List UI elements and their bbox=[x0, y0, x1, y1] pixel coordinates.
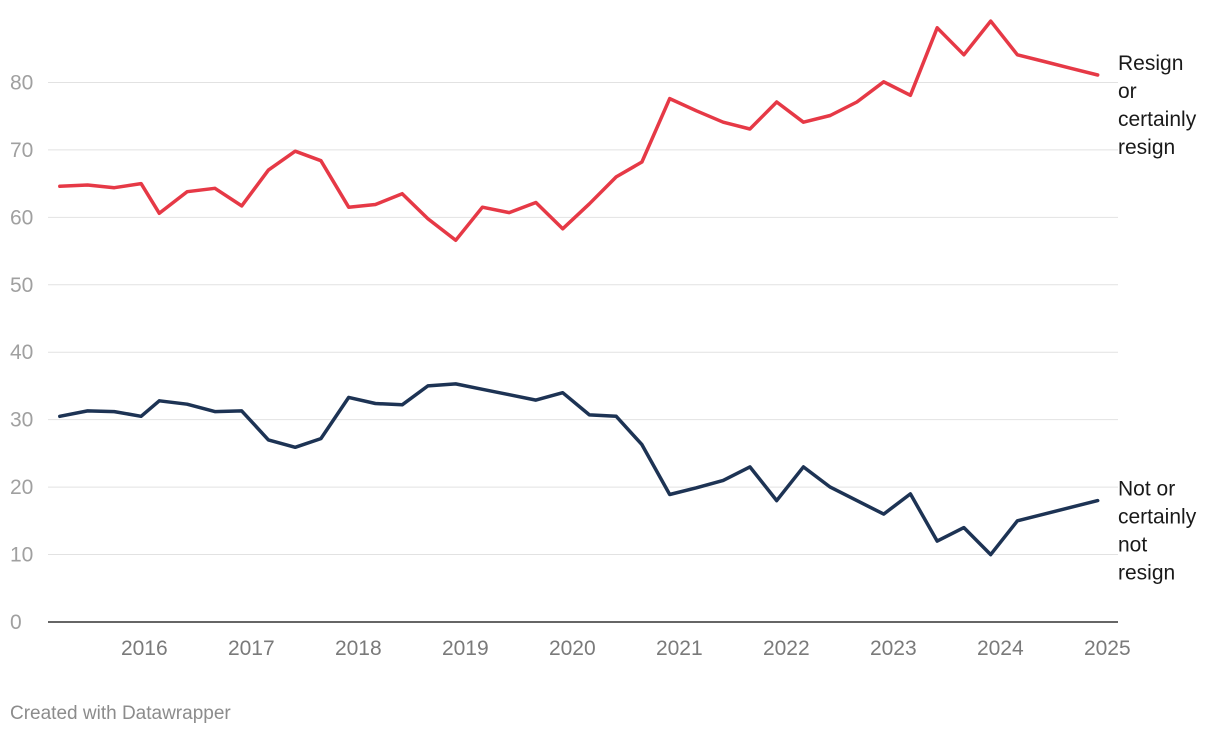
series-label-not-resign: Not or certainly not resign bbox=[1118, 478, 1197, 585]
x-tick-label-2020: 2020 bbox=[549, 637, 596, 660]
y-tick-label-80: 80 bbox=[10, 71, 33, 94]
x-tick-label-2016: 2016 bbox=[121, 637, 168, 660]
gridlines bbox=[48, 81, 1118, 623]
y-tick-label-0: 0 bbox=[10, 611, 22, 634]
x-tick-label-2023: 2023 bbox=[870, 637, 917, 660]
x-tick-label-2024: 2024 bbox=[977, 637, 1024, 660]
x-tick-label-2018: 2018 bbox=[335, 637, 382, 660]
series-label-line: Not or bbox=[1118, 478, 1175, 501]
x-tick-label-2022: 2022 bbox=[763, 637, 810, 660]
datawrapper-credit[interactable]: Created with Datawrapper bbox=[10, 703, 231, 724]
x-tick-label-2019: 2019 bbox=[442, 637, 489, 660]
y-tick-label-20: 20 bbox=[10, 476, 33, 499]
y-axis: 0 10 20 30 40 50 60 70 80 bbox=[10, 71, 33, 634]
x-axis: 2016 2017 2018 2019 2020 2021 2022 2023 2024 2025 bbox=[121, 637, 1131, 660]
y-tick-label-10: 10 bbox=[10, 544, 33, 567]
y-tick-label-40: 40 bbox=[10, 341, 33, 364]
series-label-line: resign bbox=[1118, 136, 1175, 159]
x-tick-label-2025: 2025 bbox=[1084, 637, 1131, 660]
series-label-line: not bbox=[1118, 534, 1147, 557]
series-lines bbox=[58, 19, 1100, 557]
series-labels: Resign or certainly resign Not or certainly no… bbox=[1118, 52, 1197, 585]
series-line-not-resign bbox=[58, 382, 1100, 557]
series-label-line: certainly bbox=[1118, 506, 1197, 529]
series-label-line: or bbox=[1118, 80, 1137, 103]
series-line-resign bbox=[58, 19, 1100, 243]
series-label-resign: Resign or certainly resign bbox=[1118, 52, 1197, 159]
x-tick-label-2017: 2017 bbox=[228, 637, 275, 660]
y-tick-label-70: 70 bbox=[10, 139, 33, 162]
x-tick-label-2021: 2021 bbox=[656, 637, 703, 660]
series-label-line: Resign bbox=[1118, 52, 1183, 75]
y-tick-label-50: 50 bbox=[10, 274, 33, 297]
y-tick-label-30: 30 bbox=[10, 409, 33, 432]
series-label-line: certainly bbox=[1118, 108, 1197, 131]
series-label-line: resign bbox=[1118, 562, 1175, 585]
y-tick-label-60: 60 bbox=[10, 206, 33, 229]
